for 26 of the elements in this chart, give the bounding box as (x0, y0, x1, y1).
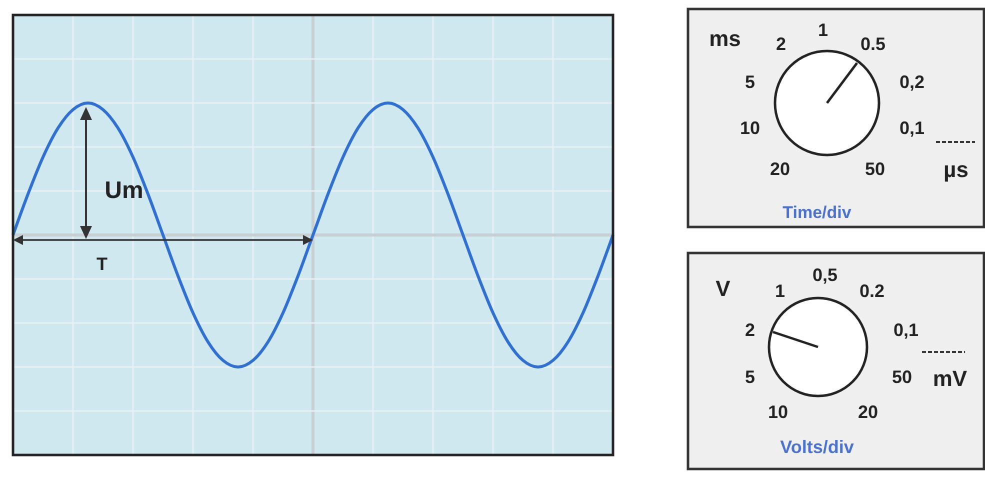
text: 1 (774, 281, 786, 301)
annotation: T (96, 254, 108, 274)
text: 0.2 (859, 281, 885, 301)
text: Time/div (782, 203, 852, 222)
text: 20 (858, 402, 878, 422)
annotation: Um (104, 177, 144, 204)
text: 0,1 (893, 320, 919, 340)
text: V (716, 276, 731, 301)
text: 10 (768, 402, 788, 422)
text: mV (932, 366, 968, 391)
text: 50 (892, 367, 912, 387)
text: 2 (776, 34, 786, 54)
text: 0.5 (860, 34, 886, 54)
text: 0,2 (899, 72, 925, 92)
text: 5 (744, 72, 756, 92)
text: 10 (740, 118, 760, 138)
text: 50 (864, 159, 886, 179)
text: 0,1 (899, 118, 925, 138)
text: ms (709, 26, 741, 51)
text: 20 (770, 159, 790, 179)
text: 5 (744, 367, 756, 387)
text: Volts/div (780, 437, 854, 457)
text: µs (944, 157, 968, 182)
text: 1 (818, 20, 828, 40)
text: 2 (744, 320, 756, 340)
text: 0,5 (812, 265, 838, 285)
